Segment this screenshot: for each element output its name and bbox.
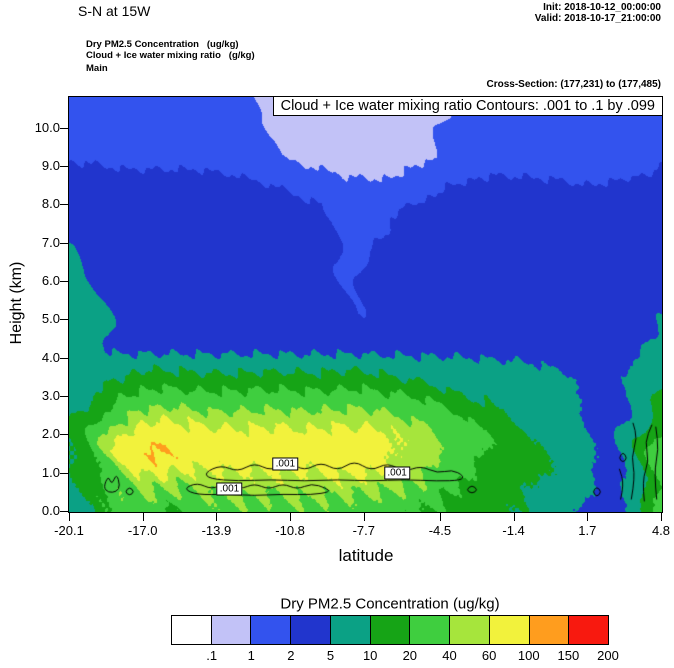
colorbar [171, 615, 609, 645]
x-tick-label: 1.7 [578, 523, 597, 538]
y-tick-mark [60, 434, 68, 436]
x-tick-mark [587, 513, 589, 521]
y-tick-mark [60, 242, 68, 244]
colorbar-label: 20 [402, 648, 418, 663]
colorbar-label: 100 [517, 648, 540, 663]
cross-section-label: Cross-Section: (177,231) to (177,485) [486, 79, 661, 90]
x-tick-label: -1.4 [502, 523, 525, 538]
y-tick-mark [60, 204, 68, 206]
y-tick-label: 6.0 [41, 273, 60, 288]
colorbar-cell [409, 616, 450, 644]
field-label-cloud-ice: Cloud + Ice water mixing ratio (g/kg) [86, 50, 255, 61]
colorbar-cell [210, 616, 251, 644]
colorbar-label: 150 [557, 648, 580, 663]
x-tick-mark [216, 513, 218, 521]
y-tick-label: 9.0 [41, 158, 60, 173]
y-tick-label: 8.0 [41, 196, 60, 212]
x-tick-label: -10.8 [275, 523, 305, 538]
y-tick-label: 1.0 [41, 464, 60, 480]
x-tick-mark [363, 513, 365, 521]
contour-label: .001 [216, 482, 243, 496]
colorbar-label: 200 [597, 648, 619, 663]
contour-info-banner: Cloud + Ice water mixing ratio Contours:… [272, 96, 663, 116]
contour-label: .001 [272, 457, 299, 471]
x-tick-label: 4.8 [651, 523, 671, 538]
x-tick-label: -13.9 [201, 523, 232, 538]
colorbar-label: 40 [442, 648, 457, 663]
colorbar-label: 1 [247, 648, 255, 663]
y-tick-label: 5.0 [41, 311, 60, 327]
y-tick-mark [60, 472, 68, 474]
colorbar-cell [449, 616, 489, 644]
x-tick-mark [142, 513, 144, 521]
x-tick-label: -4.5 [428, 523, 452, 538]
y-tick-mark [60, 281, 68, 282]
x-tick-mark [661, 513, 662, 521]
y-tick-label: 0.0 [41, 503, 60, 518]
x-tick-mark [513, 513, 515, 521]
x-tick-label: -20.1 [54, 523, 84, 538]
x-tick-mark [439, 513, 441, 521]
y-tick-mark [60, 319, 68, 321]
y-tick-label: 4.0 [41, 349, 60, 365]
x-axis-label: latitude [338, 546, 394, 565]
field-label-pm25: Dry PM2.5 Concentration (ug/kg) [86, 39, 239, 50]
colorbar-label: 5 [326, 648, 335, 663]
x-tick-label: -17.0 [127, 523, 158, 538]
y-tick-mark [60, 511, 68, 512]
colorbar-cell [290, 616, 330, 644]
y-tick-label: 3.0 [41, 388, 60, 403]
x-tick-mark [69, 513, 70, 521]
contour-label: .001 [384, 466, 410, 480]
plot-area: Cloud + Ice water mixing ratio Contours:… [68, 96, 663, 513]
y-tick-label: 2.0 [41, 426, 60, 442]
colorbar-cell [250, 616, 291, 644]
colorbar-cell [528, 616, 569, 644]
colorbar-cell [488, 616, 529, 644]
x-tick-mark [290, 513, 292, 521]
valid-timestamp: Valid: 2018-10-17_21:00:00 [534, 13, 661, 24]
y-tick-mark [60, 127, 68, 129]
colorbar-cell [568, 616, 609, 644]
init-timestamp: Init: 2018-10-12_00:00:00 [543, 2, 661, 13]
x-tick-label: -7.7 [352, 523, 375, 538]
y-tick-label: 7.0 [41, 234, 60, 250]
colorbar-cell [369, 616, 410, 644]
contour-canvas [69, 97, 662, 512]
y-tick-mark [60, 396, 68, 397]
page-title: S-N at 15W [78, 3, 151, 19]
colorbar-cell [172, 616, 211, 644]
colorbar-label: 2 [287, 648, 295, 663]
colorbar-label: 10 [362, 648, 378, 663]
y-tick-mark [60, 357, 68, 359]
colorbar-cell [329, 616, 370, 644]
colorbar-label: .1 [206, 648, 218, 663]
colorbar-label: 60 [481, 648, 497, 663]
y-tick-mark [60, 166, 68, 167]
field-label-domain: Main [86, 63, 108, 74]
y-tick-label: 10.0 [34, 119, 60, 135]
legend-title: Dry PM2.5 Concentration (ug/kg) [280, 595, 500, 613]
